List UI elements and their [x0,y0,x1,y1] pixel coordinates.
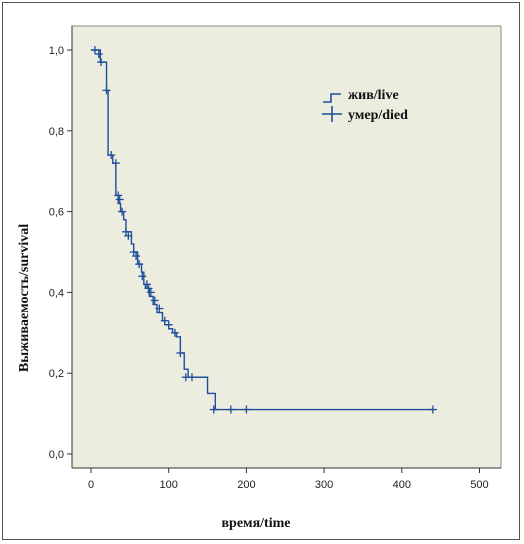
censor-mark [107,151,116,160]
y-axis-title: Выживаемость/survival [17,224,32,372]
censor-mark [242,405,251,414]
y-tick-label: 0,2 [49,368,64,380]
censor-mark [144,284,153,293]
censor-mark [160,316,169,325]
censor-mark [129,248,138,256]
y-tick-label: 0,8 [49,126,64,138]
plot-area [71,25,502,469]
censor-marks [90,46,437,414]
censor-mark [90,46,99,54]
legend: жив/live умер/died [322,88,408,123]
censor-mark [176,349,185,357]
censor-mark [138,272,147,281]
censor-mark [114,191,123,200]
censor-mark [428,405,437,414]
censor-mark [170,328,179,337]
censor-mark [164,320,173,329]
x-axis-title: время/time [222,516,291,531]
x-tick-label: 100 [160,479,178,491]
y-tick-label: 0,6 [49,207,64,219]
censor-mark [188,373,197,382]
x-tick-label: 400 [393,479,411,491]
censor-mark [226,405,235,414]
x-tick-label: 300 [315,479,333,491]
y-axis: 0,0 0,2 0,4 0,6 0,8 1,0 [49,26,73,468]
censor-mark [142,280,151,289]
censor-mark [94,50,103,59]
legend-label-live: жив/live [348,88,399,103]
censor-mark [155,304,164,313]
censor-mark [209,405,218,414]
censor-mark [132,252,141,261]
censor-mark [115,195,124,204]
censor-mark [135,260,144,269]
censor-mark [102,86,111,95]
censor-mark [146,288,155,297]
legend-label-died: умер/died [348,108,408,123]
legend-step-icon [323,93,341,103]
censor-mark [121,227,130,236]
y-tick-label: 1,0 [49,45,64,57]
censor-mark [97,58,106,67]
censor-mark [150,296,159,305]
censor-mark [118,207,127,216]
y-tick-label: 0,4 [49,287,64,299]
censor-mark [124,231,133,240]
x-tick-label: 0 [88,479,94,491]
x-axis: 0 100 200 300 400 500 [72,467,501,491]
x-tick-label: 200 [237,479,255,491]
censor-mark [111,159,120,168]
y-tick-label: 0,0 [49,449,64,461]
x-tick-label: 500 [470,479,488,491]
